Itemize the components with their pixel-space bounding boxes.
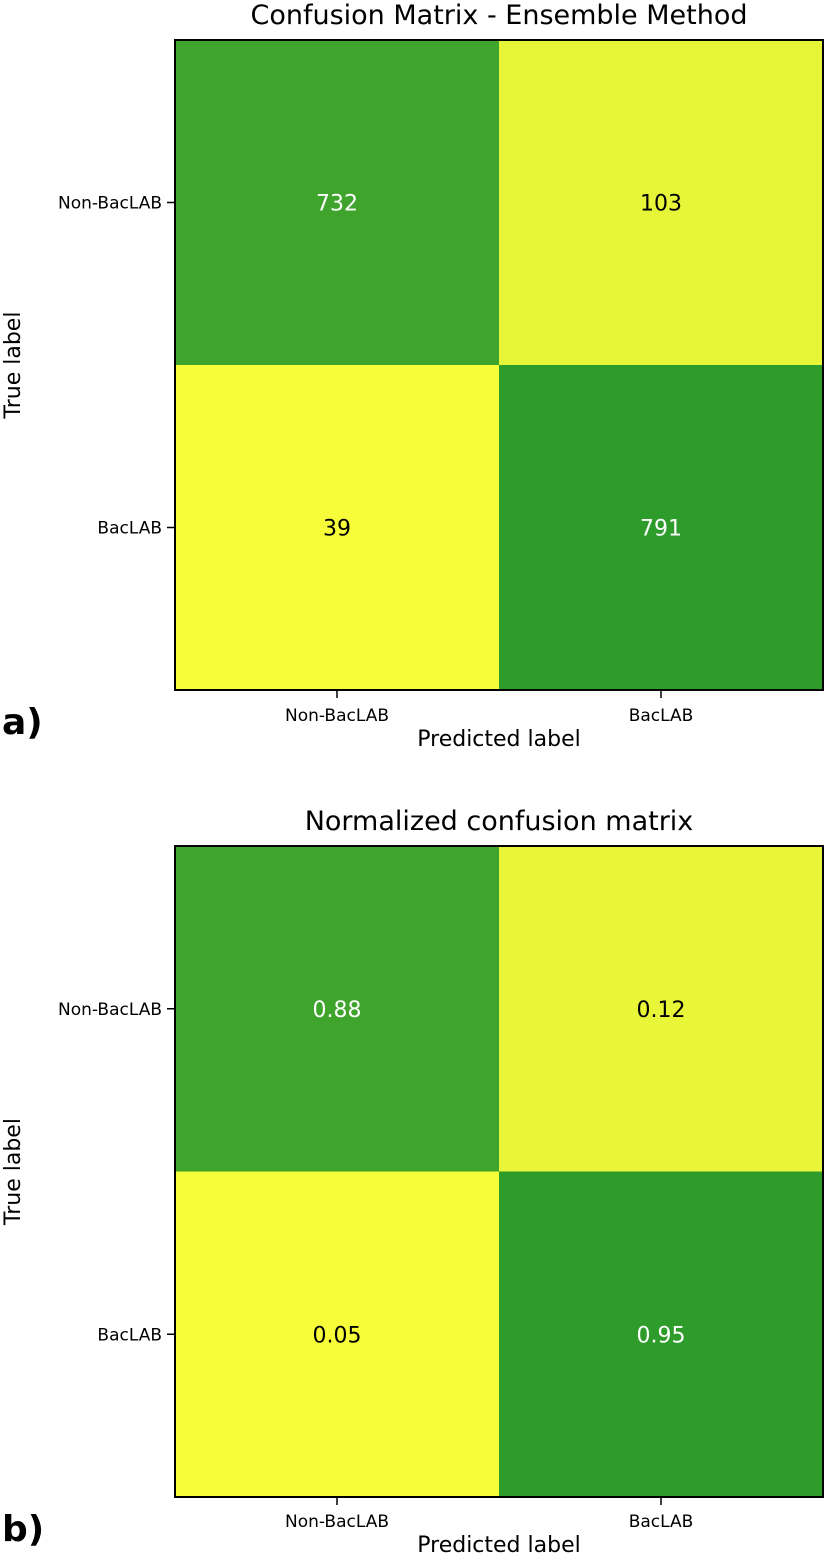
y-axis-label: True label [1,312,26,420]
x-tick-label: Non-BacLAB [285,706,389,726]
x-tick-label: Non-BacLAB [285,1512,389,1532]
heatmap-cell-r0-c0 [175,40,499,365]
cell-value-label: 0.95 [637,1323,686,1348]
cell-value-label: 791 [640,517,682,542]
y-tick-label: Non-BacLAB [58,1000,162,1020]
cell-value-label: 732 [316,192,358,217]
cell-value-label: 0.12 [637,998,686,1023]
heatmap-cell-r1-c1 [499,365,823,690]
cell-value-label: 0.88 [313,998,362,1023]
heatmap-cell-r0-c1 [499,40,823,365]
chart-title: Confusion Matrix - Ensemble Method [250,0,747,31]
panel-a-confusion-matrix: 732 103 39 791 Confusion Matrix - Ensemble M… [1,0,824,752]
x-tick-label: BacLAB [629,706,694,726]
cell-value-label: 39 [323,517,351,542]
x-axis-label: Predicted label [417,1533,580,1558]
chart-title: Normalized confusion matrix [305,806,694,837]
heatmap-cell-r0-c1 [499,846,823,1172]
cell-value-label: 103 [640,192,682,217]
heatmap-cell-r1-c1 [499,1171,823,1497]
y-tick-label: BacLAB [97,519,162,539]
heatmap-cell-r1-c0 [175,1171,499,1497]
y-axis-label: True label [1,1118,26,1226]
panel-label: b) [2,1509,44,1550]
heatmap-cell-r1-c0 [175,365,499,690]
x-tick-label: BacLAB [629,1512,694,1532]
y-tick-label: Non-BacLAB [58,194,162,214]
heatmap-cell-r0-c0 [175,846,499,1172]
plot-frame [174,845,824,1498]
panel-label: a) [2,702,43,743]
x-axis-label: Predicted label [417,727,580,752]
cell-value-label: 0.05 [313,1323,362,1348]
y-tick-label: BacLAB [97,1325,162,1345]
panel-b-normalized-confusion-matrix: 0.88 0.12 0.05 0.95 Normalized confusion mat… [1,806,824,1558]
plot-frame [174,39,824,691]
